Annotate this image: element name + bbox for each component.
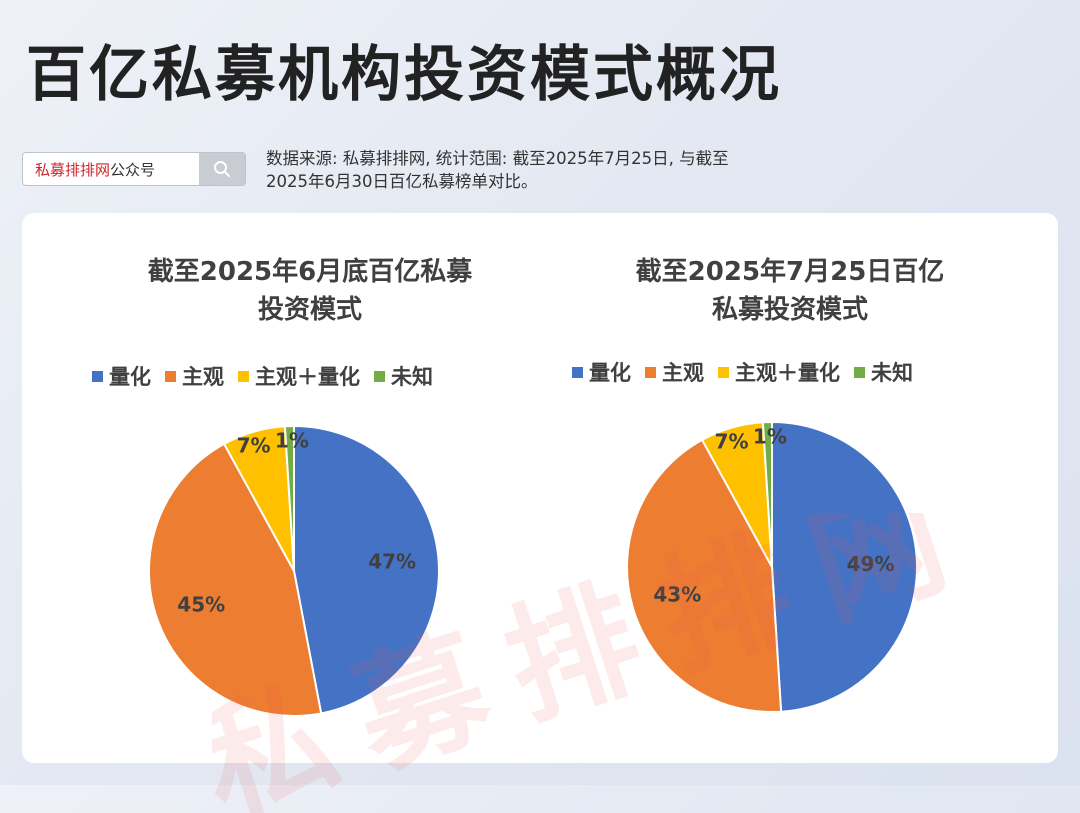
legend-swatch xyxy=(238,370,249,382)
data-label: 43% xyxy=(653,583,701,607)
slice-subjective xyxy=(626,438,783,713)
legend-label: 主观 xyxy=(662,361,704,385)
source-line-1: 数据来源: 私募排排网, 统计范围: 截至2025年7月25日, 与截至 xyxy=(266,149,729,168)
slice-unknown xyxy=(283,424,295,572)
legend-swatch xyxy=(374,370,385,382)
chart-1-legend: 量化 主观 主观＋量化 未知 xyxy=(92,361,433,391)
slice-subjective xyxy=(148,442,323,717)
slice-quant xyxy=(771,420,919,713)
legend-item: 主观＋量化 xyxy=(238,361,360,391)
legend-swatch xyxy=(572,366,583,378)
search-brand: 私募排排网 xyxy=(35,160,111,179)
data-label: 45% xyxy=(177,592,225,616)
legend-label: 未知 xyxy=(871,361,913,385)
search-icon xyxy=(214,161,230,177)
legend-label: 主观＋量化 xyxy=(255,365,360,389)
search-text: 私募排排网 公众号 xyxy=(23,153,199,185)
slice-quant xyxy=(293,424,440,715)
legend-swatch xyxy=(854,366,865,378)
legend-label: 未知 xyxy=(391,365,433,389)
chart-1-pie: 47% 45% 7% 1% xyxy=(148,424,440,717)
slice-unknown xyxy=(761,420,773,568)
chart-1-title-line-1: 截至2025年6月底百亿私募 xyxy=(147,257,473,287)
chart-1-title-line-2: 投资模式 xyxy=(257,295,362,325)
data-label: 49% xyxy=(847,552,895,576)
legend-item: 未知 xyxy=(854,357,913,387)
legend-item: 未知 xyxy=(374,361,433,391)
legend-item: 主观 xyxy=(165,361,224,391)
page-title: 百亿私募机构投资模式概况 xyxy=(26,40,782,110)
data-source-note: 数据来源: 私募排排网, 统计范围: 截至2025年7月25日, 与截至 202… xyxy=(266,147,856,193)
chart-2-title-line-2: 私募投资模式 xyxy=(711,295,868,325)
legend-item: 量化 xyxy=(92,361,151,391)
legend-swatch xyxy=(645,366,656,378)
data-label: 7% xyxy=(237,434,271,458)
data-label: 1% xyxy=(753,425,787,449)
data-label: 47% xyxy=(368,550,416,574)
charts-panel: 截至2025年6月底百亿私募 投资模式 量化 主观 主观＋量化 未知 47% 45… xyxy=(22,213,1058,813)
chart-2-title: 截至2025年7月25日百亿 私募投资模式 xyxy=(570,253,1010,329)
data-label: 7% xyxy=(715,430,749,454)
chart-2-pie: 49% 43% 7% 1% xyxy=(626,420,919,713)
legend-item: 主观＋量化 xyxy=(718,357,840,387)
chart-1-title: 截至2025年6月底百亿私募 投资模式 xyxy=(90,253,530,329)
chart-2-legend: 量化 主观 主观＋量化 未知 xyxy=(572,357,913,387)
legend-swatch xyxy=(165,370,176,382)
search-suffix: 公众号 xyxy=(110,160,156,179)
source-line-2: 2025年6月30日百亿私募榜单对比。 xyxy=(266,172,538,191)
legend-label: 主观 xyxy=(182,365,224,389)
search-button[interactable] xyxy=(199,153,245,185)
legend-label: 量化 xyxy=(109,365,151,389)
data-label: 1% xyxy=(275,429,309,453)
legend-swatch xyxy=(92,370,103,382)
legend-swatch xyxy=(718,366,729,378)
legend-item: 主观 xyxy=(645,357,704,387)
chart-2-title-line-1: 截至2025年7月25日百亿 xyxy=(635,257,945,287)
search-box[interactable]: 私募排排网 公众号 xyxy=(22,152,246,186)
legend-label: 量化 xyxy=(589,361,631,385)
legend-item: 量化 xyxy=(572,357,631,387)
legend-label: 主观＋量化 xyxy=(735,361,840,385)
